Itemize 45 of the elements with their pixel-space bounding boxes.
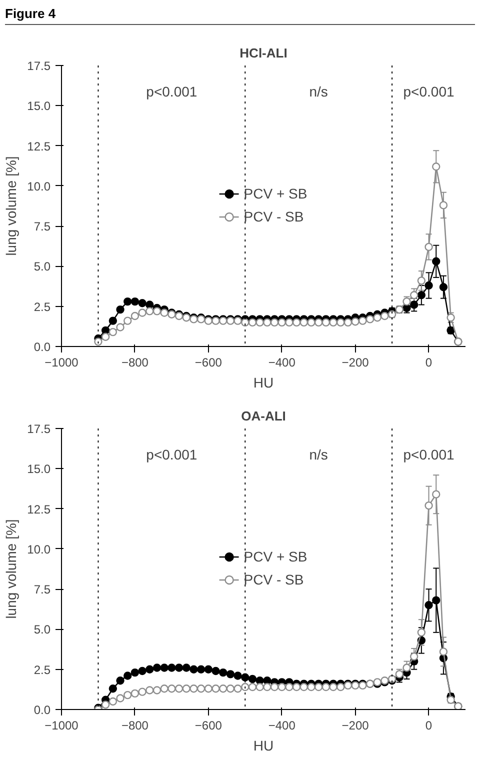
annotation: p<0.001 bbox=[403, 83, 454, 100]
y-tick-label: 10.0 bbox=[27, 542, 51, 556]
x-tick-label: −400 bbox=[268, 355, 296, 370]
legend-label: PCV + SB bbox=[244, 548, 308, 565]
annotation: p<0.001 bbox=[146, 446, 198, 462]
x-tick-label: −600 bbox=[194, 355, 222, 370]
x-tick-label: −400 bbox=[268, 718, 296, 732]
annotation: p<0.001 bbox=[403, 446, 454, 462]
x-tick-label: −1000 bbox=[44, 718, 79, 732]
y-tick-label: 2.5 bbox=[34, 662, 51, 676]
x-tick-label: −1000 bbox=[44, 355, 79, 370]
chart-title: OA-ALI bbox=[241, 408, 286, 424]
y-tick-label: 15.0 bbox=[27, 98, 51, 113]
chart-title: HCl-ALI bbox=[240, 45, 288, 60]
x-axis-title: HU bbox=[253, 737, 274, 754]
legend-label: PCV - SB bbox=[244, 572, 304, 588]
x-axis-title: HU bbox=[253, 374, 274, 390]
x-tick-label: −800 bbox=[121, 355, 149, 370]
y-tick-label: 2.5 bbox=[34, 299, 51, 314]
legend-label: PCV + SB bbox=[244, 186, 308, 202]
y-tick-label: 10.0 bbox=[27, 178, 51, 193]
y-tick-label: 5.0 bbox=[34, 259, 51, 274]
x-tick-label: −800 bbox=[121, 718, 149, 732]
y-axis-title: lung volume [%] bbox=[3, 518, 20, 618]
y-tick-label: 0.0 bbox=[34, 702, 51, 717]
legend-label: PCV - SB bbox=[244, 208, 304, 225]
y-tick-label: 12.5 bbox=[27, 138, 51, 153]
x-tick-label: 0 bbox=[425, 718, 432, 732]
y-tick-label: 17.5 bbox=[27, 58, 51, 73]
y-tick-label: 7.5 bbox=[34, 219, 51, 234]
caption: Figure 4 bbox=[5, 5, 56, 23]
x-tick-label: −600 bbox=[194, 718, 222, 732]
y-tick-label: 17.5 bbox=[27, 422, 51, 436]
annotation: n/s bbox=[309, 83, 328, 100]
annotation: n/s bbox=[309, 446, 328, 462]
y-tick-label: 12.5 bbox=[27, 502, 51, 516]
y-axis-title: lung volume [%] bbox=[3, 156, 20, 256]
x-tick-label: −200 bbox=[342, 355, 370, 370]
y-tick-label: 15.0 bbox=[27, 462, 51, 476]
x-tick-label: −200 bbox=[342, 718, 370, 732]
annotation: p<0.001 bbox=[146, 83, 198, 100]
y-tick-label: 0.0 bbox=[34, 340, 51, 354]
x-tick-label: 0 bbox=[425, 355, 432, 370]
y-tick-label: 7.5 bbox=[34, 582, 51, 596]
y-tick-label: 5.0 bbox=[34, 622, 51, 636]
